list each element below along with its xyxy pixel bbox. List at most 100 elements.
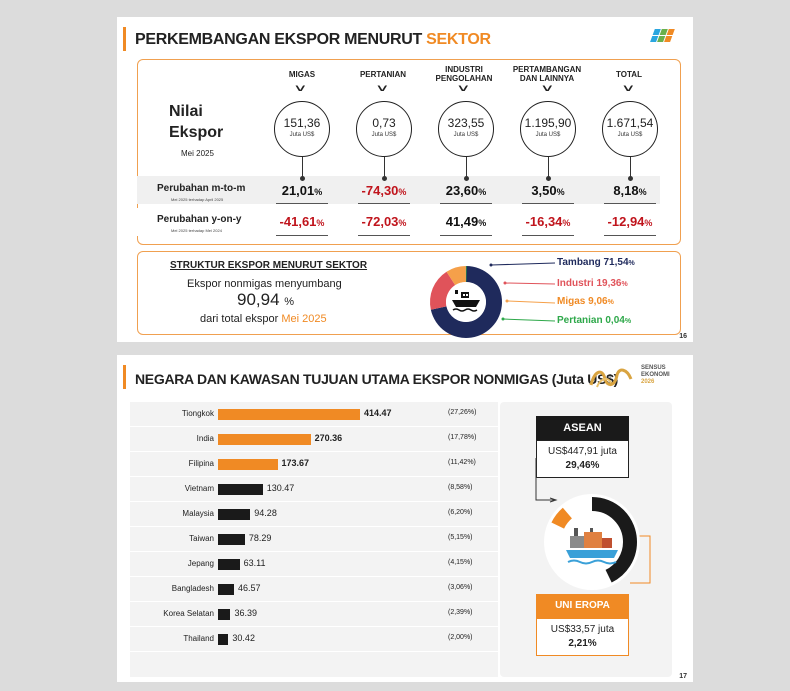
- legend-pertanian: Pertanian 0,04%: [557, 315, 632, 326]
- connector-line: [384, 157, 385, 179]
- bar-value-label: 36.39: [234, 608, 257, 618]
- row-separator: [130, 501, 498, 502]
- category-label: Korea Selatan: [163, 609, 214, 618]
- bar-row: Thailand 30.42 (2,00%): [130, 627, 498, 652]
- col-header-total: TOTAL: [616, 70, 642, 79]
- bar-row: Taiwan 78.29 (5,15%): [130, 527, 498, 552]
- title-accent-bar: [123, 365, 126, 389]
- bar-row: Bangladesh 46.57 (3,06%): [130, 577, 498, 602]
- divider: [358, 203, 410, 204]
- struktur-big-value: 90,94 %: [237, 290, 295, 309]
- slide1-title: PERKEMBANGAN EKSPOR MENURUT SEKTOR: [135, 31, 491, 48]
- connector-line: [466, 157, 467, 179]
- category-label: Thailand: [183, 634, 214, 643]
- yoy-value-industri: 41,49%: [445, 214, 487, 229]
- bar-share-label: (17,78%): [448, 434, 477, 441]
- row-separator: [130, 626, 498, 627]
- legend-tambang: Tambang 71,54%: [557, 257, 635, 268]
- divider: [440, 235, 492, 236]
- asean-share-arc: [547, 497, 637, 587]
- ship-icon: [452, 290, 480, 312]
- bar-value-label: 30.42: [232, 633, 255, 643]
- mtm-value-total: 8,18%: [613, 183, 647, 198]
- bar-row: Korea Selatan 36.39 (2,39%): [130, 602, 498, 627]
- struktur-box: [137, 251, 681, 335]
- connector-dot: [546, 176, 551, 181]
- divider: [604, 203, 656, 204]
- row-separator: [130, 526, 498, 527]
- nilai-period: Mei 2025: [181, 149, 214, 158]
- bar-value-label: 130.47: [266, 483, 295, 493]
- factory-port-icon: [566, 528, 618, 565]
- bar-share-label: (4,15%): [448, 559, 473, 566]
- row-separator: [130, 601, 498, 602]
- col-header-pertanian: PERTANIAN: [359, 70, 407, 79]
- row-bg-yoy: [137, 208, 660, 236]
- bar-taiwan: [218, 534, 245, 545]
- mtm-value-migas: 21,01%: [281, 183, 323, 198]
- donut-legend-connectors: [489, 262, 556, 322]
- divider: [522, 203, 574, 204]
- category-label: Jepang: [187, 559, 214, 568]
- yoy-sublabel: Mei 2025 terhadap Mei 2024: [171, 228, 222, 233]
- divider: [440, 203, 492, 204]
- bar-share-label: (2,39%): [448, 609, 473, 616]
- yoy-value-pertambangan: -16,34%: [525, 214, 571, 229]
- donut-slice-tambang: [430, 266, 502, 338]
- bar-value-label: 63.11: [243, 558, 266, 568]
- chevron-down-icon: ˅: [623, 83, 634, 95]
- col-header-pertambangan: PERTAMBANGAN DAN LAINNYA: [512, 65, 582, 83]
- mtm-label: Perubahan m-to-m: [157, 183, 246, 194]
- connector-dot: [300, 176, 305, 181]
- chevron-down-icon: ˅: [295, 83, 306, 95]
- struktur-line1: Ekspor nonmigas menyumbang: [187, 278, 342, 290]
- bar-row: Jepang 63.11 (4,15%): [130, 552, 498, 577]
- divider: [522, 235, 574, 236]
- bar-row: Vietnam 130.47 (8,58%): [130, 477, 498, 502]
- sensus-ekonomi-logo: SENSUS EKONOMI 2026: [583, 363, 683, 393]
- bar-share-label: (3,06%): [448, 584, 473, 591]
- row-separator: [130, 651, 498, 652]
- value-circle-pertanian: 0,73 Juta US$: [356, 101, 412, 157]
- divider: [276, 203, 328, 204]
- sensus-text: SENSUS EKONOMI 2026: [641, 365, 670, 385]
- divider: [358, 235, 410, 236]
- slide-ekspor-sektor: PERKEMBANGAN EKSPOR MENURUT SEKTOR Nilai…: [117, 17, 693, 342]
- page-number: 17: [679, 673, 687, 680]
- bar-korea-selatan: [218, 609, 231, 620]
- connector-dot: [628, 176, 633, 181]
- struktur-line3: dari total ekspor Mei 2025: [200, 313, 327, 325]
- category-label: Tiongkok: [181, 409, 214, 418]
- bar-share-label: (5,15%): [448, 534, 473, 541]
- connector-dot: [464, 176, 469, 181]
- bar-filipina: [218, 459, 278, 470]
- page-number: 16: [679, 333, 687, 340]
- bar-share-label: (2,00%): [448, 634, 473, 641]
- connector-line: [548, 157, 549, 179]
- bar-row: Malaysia 94.28 (6,20%): [130, 502, 498, 527]
- asean-value-box: US$447,91 juta 29,46%: [536, 440, 629, 478]
- bar-row: Tiongkok 414.47 (27,26%): [130, 402, 498, 427]
- bar-value-label: 78.29: [248, 533, 272, 543]
- mtm-value-pertambangan: 3,50%: [531, 183, 565, 198]
- chevron-down-icon: ˅: [377, 83, 388, 95]
- value-circle-total: 1.671,54 Juta US$: [602, 101, 658, 157]
- bar-value-label: 46.57: [237, 583, 261, 593]
- bps-logo-icon: [650, 29, 675, 42]
- yoy-label: Perubahan y-on-y: [157, 214, 242, 225]
- bar-row: Filipina 173.67 (11,42%): [130, 452, 498, 477]
- mtm-sublabel: Mei 2025 terhadap April 2025: [171, 197, 224, 202]
- value-circle-pertambangan: 1.195,90 Juta US$: [520, 101, 576, 157]
- bar-share-label: (11,42%): [448, 459, 476, 466]
- connector-line: [630, 157, 631, 179]
- country-export-bar-chart: Tiongkok 414.47 (27,26%) India 270.36 (17,78%…: [130, 402, 498, 677]
- row-separator: [130, 576, 498, 577]
- nilai-ekspor-label: Nilai Ekspor: [169, 103, 224, 141]
- category-label: Filipina: [188, 459, 214, 468]
- bar-share-label: (8,58%): [448, 484, 473, 491]
- divider: [604, 235, 656, 236]
- row-separator: [130, 476, 498, 477]
- title-accent-bar: [123, 27, 126, 51]
- category-label: Vietnam: [184, 484, 214, 493]
- asean-label: ASEAN: [536, 416, 629, 440]
